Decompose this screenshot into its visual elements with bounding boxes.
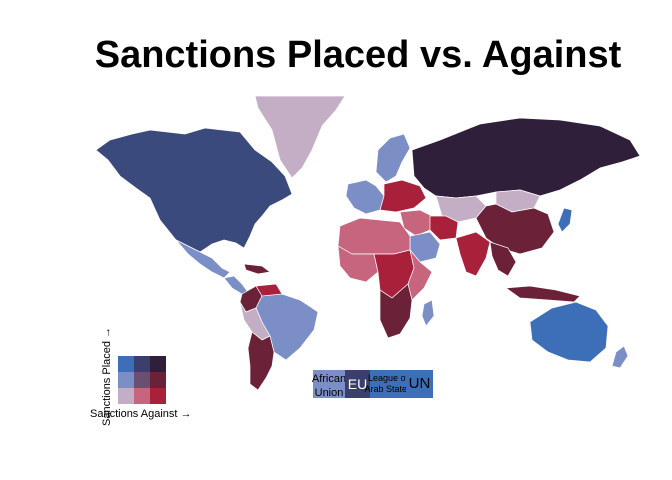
org-arab-league-box[interactable] <box>370 370 406 398</box>
region-madagascar[interactable] <box>421 299 435 327</box>
org-arab-league-label: League of Arab States <box>364 373 412 395</box>
region-india[interactable] <box>455 231 491 277</box>
legend-cell-2-1 <box>134 388 150 404</box>
legend-cell-1-2 <box>150 372 166 388</box>
org-arab-league-line2: Arab States <box>364 384 412 394</box>
org-african-union-label: African Union <box>307 372 351 400</box>
region-caribbean[interactable] <box>243 263 271 275</box>
legend-cell-0-0 <box>118 356 134 372</box>
legend-cell-1-1 <box>134 372 150 388</box>
region-east-africa[interactable] <box>407 249 433 301</box>
org-un-label: UN <box>408 375 431 392</box>
region-indonesia[interactable] <box>505 285 581 303</box>
region-mexico[interactable] <box>175 239 231 279</box>
region-iran[interactable] <box>429 215 459 241</box>
legend-cell-0-2 <box>150 356 166 372</box>
legend-x-label: Sanctions Against → <box>90 408 192 420</box>
region-russia[interactable] <box>411 117 641 199</box>
org-african-union-box[interactable] <box>313 370 345 398</box>
bivariate-legend <box>118 356 166 404</box>
region-europe-west[interactable] <box>345 179 385 215</box>
region-japan[interactable] <box>557 207 573 233</box>
region-southern-africa[interactable] <box>379 283 413 339</box>
region-scandinavia[interactable] <box>375 133 411 183</box>
legend-cell-1-0 <box>118 372 134 388</box>
org-eu-label: EU <box>347 376 368 392</box>
org-african-union-line2: Union <box>314 387 344 399</box>
region-southeast-asia[interactable] <box>489 241 517 277</box>
legend-cell-2-2 <box>150 388 166 404</box>
map-title: Sanctions Placed vs. Against <box>94 34 622 76</box>
org-arab-league-line1: League of <box>367 373 409 383</box>
org-un-box[interactable] <box>406 370 433 398</box>
region-west-africa[interactable] <box>337 245 379 283</box>
org-eu-box[interactable] <box>345 370 370 398</box>
region-new-zealand[interactable] <box>611 345 629 369</box>
region-greenland[interactable] <box>254 95 346 179</box>
org-african-union-line1: African <box>311 373 347 385</box>
region-north-africa[interactable] <box>337 217 411 255</box>
region-north-america[interactable] <box>95 127 293 253</box>
region-central-america[interactable] <box>223 275 249 295</box>
region-australia[interactable] <box>529 301 609 363</box>
region-southern-cone[interactable] <box>247 331 275 391</box>
legend-cell-2-0 <box>118 388 134 404</box>
region-europe-east[interactable] <box>379 179 427 213</box>
legend-cell-0-1 <box>134 356 150 372</box>
